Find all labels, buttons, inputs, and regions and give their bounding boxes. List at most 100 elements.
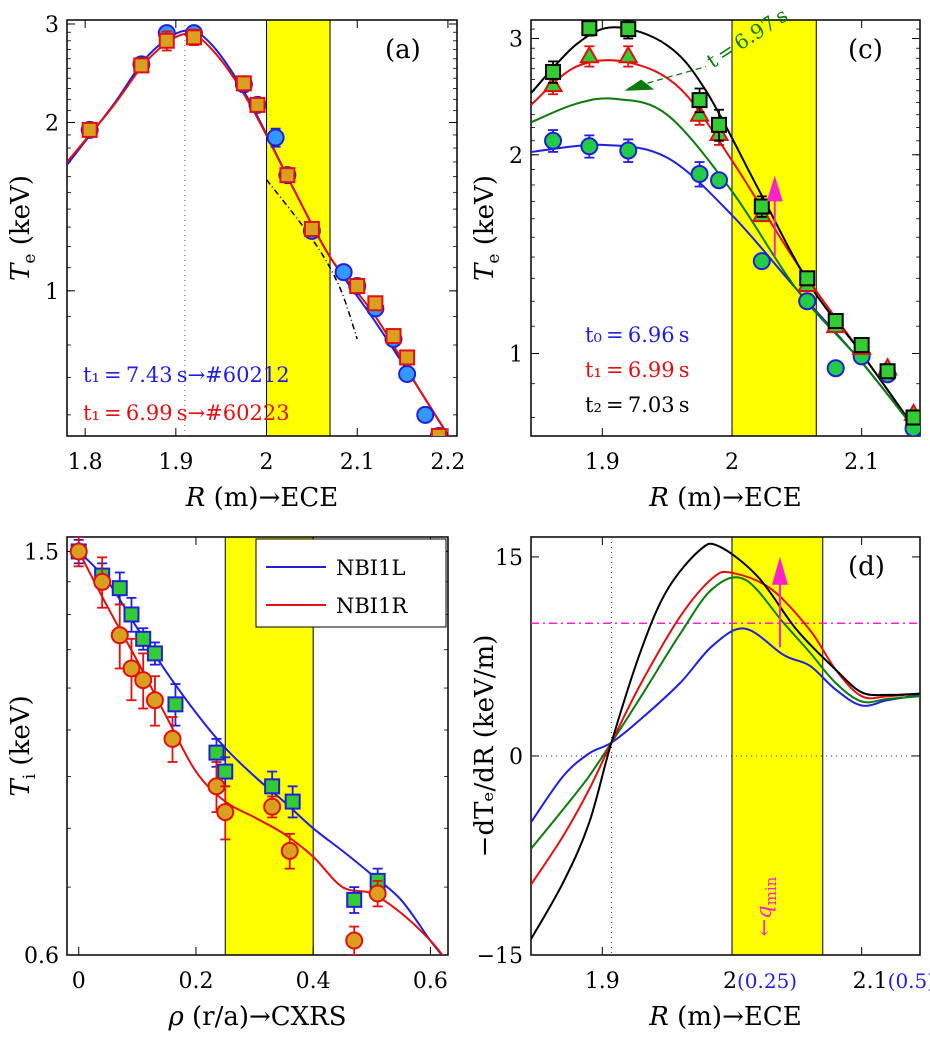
y-tick-label: 2: [509, 144, 523, 169]
data-point: [303, 220, 320, 237]
data-point: [345, 931, 364, 950]
data-point: [69, 542, 88, 561]
data-point: [122, 659, 141, 678]
axes-frame: [66, 19, 458, 437]
legend-entry: t₂ = 7.03 s: [585, 393, 690, 417]
data-point: [111, 580, 128, 597]
x-axis-label: R (m)→ECE: [648, 1002, 801, 1032]
green-pointer-head: [624, 79, 655, 91]
y-tick-label: 1: [509, 343, 523, 368]
data-point: [710, 171, 729, 190]
data-point: [753, 198, 770, 215]
curves: [531, 542, 920, 940]
data-point: [266, 128, 285, 147]
markers: [80, 24, 448, 436]
panel-label: (d): [848, 552, 885, 582]
y-axis-label: Te (keV): [6, 175, 40, 281]
y-tick-label: 3: [45, 13, 59, 38]
data-point: [545, 63, 562, 80]
legend-label: NBI1L: [336, 556, 405, 580]
data-point: [249, 96, 266, 113]
data-point: [208, 744, 225, 761]
series-line-t2-7-03s: [531, 542, 920, 940]
data-point: [123, 606, 140, 623]
data-point: [135, 630, 152, 647]
data-point: [798, 292, 817, 311]
y-axis-label: Te (keV): [470, 175, 504, 281]
y-axis-label: −dTₑ/dR (keV/m): [470, 635, 500, 858]
series-line-t1-6-99s-60223: [67, 32, 450, 436]
annotation: t₁ = 7.43 s→#60212: [83, 363, 290, 387]
x-tick-label: 1.9: [585, 969, 620, 994]
up-arrow-head: [766, 175, 783, 202]
data-point: [399, 349, 416, 366]
legend: NBI1L NBI1R: [255, 538, 447, 628]
highlight-band: [731, 536, 824, 956]
series-line-t-6-97s: [531, 576, 920, 850]
markers: [69, 537, 387, 955]
extrapolation-line: [265, 179, 358, 340]
y-tick-label: 1: [45, 280, 59, 305]
data-point: [163, 729, 182, 748]
data-point: [619, 141, 638, 160]
y-tick-label: −15: [477, 944, 523, 969]
data-point: [827, 313, 844, 330]
data-point: [167, 696, 184, 713]
data-point: [264, 778, 281, 795]
data-point: [691, 92, 708, 109]
x-tick-label: 2: [725, 450, 739, 475]
x-axis-label: ρ (r/a)→CXRS: [167, 1002, 346, 1032]
data-point: [879, 363, 896, 380]
data-point: [284, 793, 301, 810]
x-tick-label: 0.4: [296, 969, 331, 994]
data-point: [368, 884, 387, 903]
data-point: [398, 364, 417, 383]
data-point: [799, 270, 816, 287]
data-point: [905, 409, 920, 426]
legend-entry: t₁ = 6.99 s: [585, 358, 690, 382]
data-point: [689, 103, 710, 122]
legend-box: [255, 538, 447, 628]
x-tick-label: 2(0.25): [723, 969, 797, 994]
markers: [542, 20, 920, 436]
y-tick-label: 0: [509, 745, 523, 770]
y-axis-label: Ti (keV): [6, 695, 40, 796]
x-tick-label: 2.1: [844, 450, 879, 475]
data-point: [618, 45, 639, 64]
data-point: [579, 45, 600, 64]
x-tick-label: 0.6: [413, 969, 448, 994]
series-line-t1-6-99s: [531, 570, 920, 886]
y-tick-label: 0.6: [24, 944, 59, 969]
data-point: [158, 32, 175, 49]
panel-label: (a): [385, 35, 421, 65]
x-tick-label: 0.2: [178, 969, 213, 994]
data-point: [145, 691, 164, 710]
x-tick-label: 2.1: [340, 450, 375, 475]
data-point: [110, 626, 129, 645]
legend-label: NBI1R: [336, 594, 408, 618]
data-point: [752, 252, 771, 271]
data-point: [853, 337, 870, 354]
data-point: [544, 131, 563, 150]
up-arrow-head: [771, 556, 788, 585]
qmin-label: ←qmin: [752, 876, 780, 936]
data-point: [711, 116, 728, 133]
data-point: [185, 29, 202, 46]
data-point: [146, 645, 163, 662]
axes-frame: [530, 536, 921, 956]
data-point: [217, 763, 234, 780]
data-point: [346, 891, 363, 908]
axes-frame: [66, 536, 449, 956]
axes-frame: [530, 19, 921, 437]
x-tick-label: 2: [260, 450, 274, 475]
data-point: [430, 428, 447, 436]
annotation: t₁ = 6.99 s→#60223: [83, 401, 290, 425]
x-axis-label: R (m)→ECE: [648, 483, 801, 513]
data-point: [280, 841, 299, 860]
data-point: [367, 295, 384, 312]
data-point: [216, 803, 235, 822]
data-point: [581, 20, 598, 37]
data-point: [334, 263, 353, 282]
